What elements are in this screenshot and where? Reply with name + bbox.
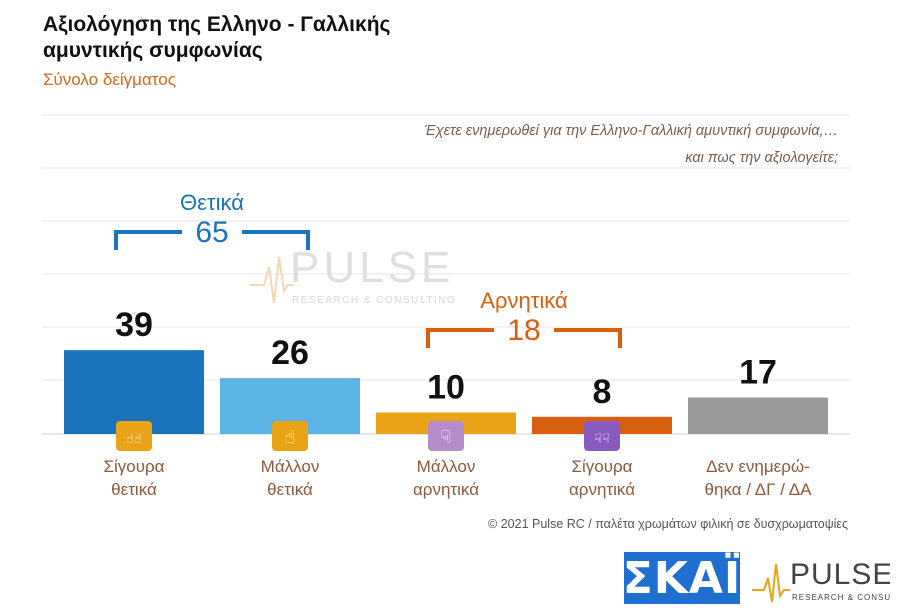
category-label: αρνητικά (413, 480, 479, 499)
pulse-logo-tagline: RESEARCH & CONSULTING (792, 593, 890, 602)
group-label: Θετικά (180, 190, 244, 215)
category-label: Δεν ενημερώ- (706, 457, 810, 476)
group-bracket-left (426, 328, 494, 348)
category-label: Σίγουρα (103, 457, 164, 476)
group-total: 65 (195, 216, 228, 249)
bar (64, 350, 204, 434)
category-label: αρνητικά (569, 480, 635, 499)
watermark-brand: PULSE (290, 243, 454, 292)
footer-credit: © 2021 Pulse RC / παλέτα χρωμάτων φιλική… (488, 517, 848, 531)
data-label: 26 (271, 334, 309, 372)
category-label: θηκα / ΔΓ / ΔΑ (705, 480, 813, 499)
bar (688, 397, 828, 434)
thumb-up-icon (272, 421, 308, 451)
group-bracket-left (114, 230, 182, 250)
watermark-tagline: RESEARCH & CONSULTING (292, 295, 456, 306)
survey-question: Έχετε ενημερωθεί για την Ελληνο-Γαλλική … (318, 118, 838, 172)
pulse-logo-text: PULSE (790, 558, 890, 591)
thumb-down-icon (428, 421, 464, 451)
group-total: 18 (507, 314, 540, 347)
data-label: 8 (593, 373, 612, 411)
data-label: 10 (427, 369, 465, 407)
skai-logo: ΣΚΑΪ (622, 552, 742, 604)
two-thumbs-up-icon-glyph: ☝☝ (126, 432, 142, 447)
question-line-1: Έχετε ενημερωθεί για την Ελληνο-Γαλλική … (424, 123, 838, 139)
group-bracket-right (554, 328, 622, 348)
chart-title: Αξιολόγηση της Ελληνο - Γαλλικής αμυντικ… (43, 13, 391, 62)
pulse-logo: PULSE RESEARCH & CONSULTING (752, 558, 890, 603)
watermark-pulse-line (250, 256, 294, 304)
two-thumbs-down-icon (584, 421, 620, 451)
category-label: Μάλλον (261, 457, 320, 476)
data-label: 17 (739, 353, 777, 391)
thumb-down-icon-glyph: ☟ (441, 427, 452, 448)
group-bracket-right (242, 230, 310, 250)
category-label: Μάλλον (417, 457, 476, 476)
thumb-up-icon-glyph: ☝ (285, 427, 296, 448)
chart-subtitle: Σύνολο δείγματος (43, 70, 176, 89)
two-thumbs-down-icon-glyph: ☟☟ (594, 432, 610, 447)
data-label: 39 (115, 306, 153, 344)
group-label: Αρνητικά (480, 288, 568, 313)
question-line-2: και πως την αξιολογείτε; (685, 150, 838, 166)
category-label: Σίγουρα (571, 457, 632, 476)
two-thumbs-up-icon (116, 421, 152, 451)
category-label: θετικά (267, 480, 313, 499)
category-label: θετικά (111, 480, 157, 499)
